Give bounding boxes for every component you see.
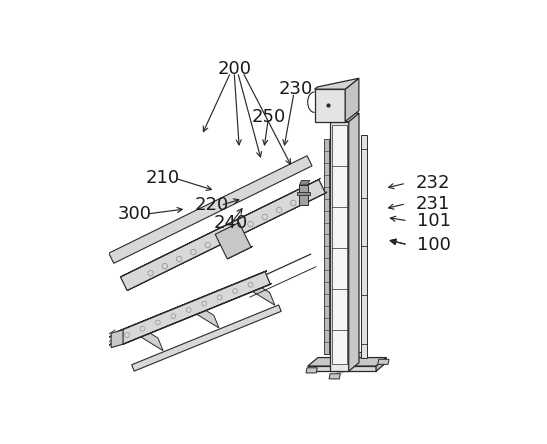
Text: 230: 230 <box>278 80 313 98</box>
Polygon shape <box>127 192 327 290</box>
Polygon shape <box>118 271 267 332</box>
Polygon shape <box>109 156 312 263</box>
Polygon shape <box>191 301 219 328</box>
Polygon shape <box>300 185 308 206</box>
Text: 250: 250 <box>251 107 286 126</box>
Polygon shape <box>123 283 272 344</box>
Polygon shape <box>376 357 386 371</box>
Polygon shape <box>215 222 251 259</box>
Polygon shape <box>118 272 270 344</box>
Polygon shape <box>324 139 329 354</box>
Polygon shape <box>298 192 310 195</box>
Polygon shape <box>330 122 349 371</box>
Polygon shape <box>378 359 389 365</box>
Polygon shape <box>315 78 359 89</box>
Text: 240: 240 <box>214 214 248 231</box>
Polygon shape <box>111 330 123 348</box>
Polygon shape <box>132 305 281 371</box>
Polygon shape <box>120 179 325 290</box>
Polygon shape <box>247 279 275 305</box>
Polygon shape <box>300 180 310 185</box>
Polygon shape <box>332 125 347 365</box>
Polygon shape <box>315 89 345 122</box>
Polygon shape <box>308 357 386 366</box>
Text: 232: 232 <box>415 174 450 192</box>
Text: 300: 300 <box>118 205 152 223</box>
Polygon shape <box>227 246 253 259</box>
Polygon shape <box>308 366 376 371</box>
Polygon shape <box>349 113 359 371</box>
Polygon shape <box>120 178 321 277</box>
Text: 220: 220 <box>195 196 229 214</box>
Polygon shape <box>354 353 366 357</box>
Polygon shape <box>306 368 317 373</box>
Polygon shape <box>330 113 359 122</box>
Polygon shape <box>136 325 163 351</box>
Polygon shape <box>345 78 359 122</box>
Text: 100: 100 <box>417 236 451 254</box>
Text: 210: 210 <box>146 169 179 187</box>
Polygon shape <box>360 135 367 357</box>
Text: 101: 101 <box>417 212 451 230</box>
Polygon shape <box>329 374 340 379</box>
Text: 200: 200 <box>217 59 251 78</box>
Text: 231: 231 <box>415 195 450 213</box>
